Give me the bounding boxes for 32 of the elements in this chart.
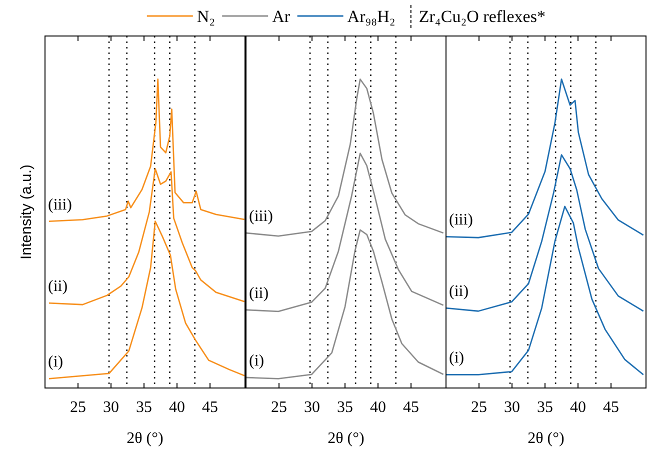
x-axis-title: 2θ (°) (328, 430, 364, 447)
series-label: (ii) (449, 283, 469, 300)
legend-title: N₂ (196, 7, 216, 26)
series-label: (ii) (48, 278, 68, 296)
x-tick-label: 35 (537, 399, 554, 416)
x-tick-label: 30 (304, 399, 320, 416)
x-tick-label: 30 (103, 399, 120, 416)
series-label: (ii) (249, 284, 269, 302)
x-tick-label: 40 (169, 399, 186, 416)
legend-title: Ar (272, 7, 290, 26)
series-label: (i) (48, 354, 64, 371)
x-tick-label: 40 (370, 399, 386, 416)
x-tick-label: 45 (603, 399, 620, 416)
x-tick-label: 25 (271, 399, 288, 416)
series-label: (iii) (48, 196, 72, 214)
legend-title: Ar₉₈H₂ (347, 7, 396, 26)
x-tick-label: 45 (202, 399, 218, 416)
x-tick-label: 35 (337, 399, 354, 416)
series-label: (iii) (249, 208, 273, 225)
text: Zr₄Cu₂O reflexes* (418, 7, 546, 26)
x-tick-label: 35 (136, 399, 152, 416)
x-tick-label: 25 (70, 399, 86, 416)
x-tick-label: 40 (570, 399, 586, 416)
x-tick-label: 45 (403, 399, 420, 416)
x-tick-label: 25 (471, 399, 488, 416)
x-tick-label: 30 (504, 399, 520, 416)
x-axis-title: 2θ (°) (126, 430, 164, 447)
x-axis-title: 2θ (°) (528, 430, 564, 447)
series-label: (i) (449, 350, 464, 367)
series-label: (i) (249, 352, 264, 370)
y-axis-title: Intensity (a.u.) (18, 164, 35, 260)
series-label: (iii) (449, 212, 473, 229)
